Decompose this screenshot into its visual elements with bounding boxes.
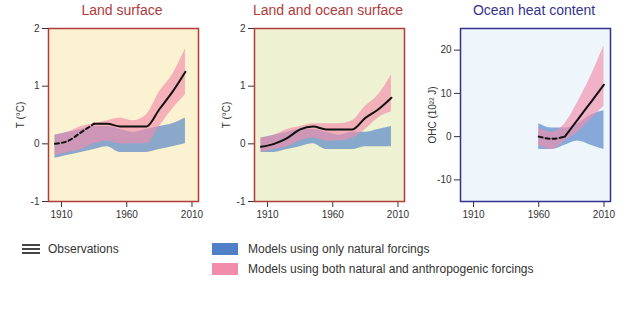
svg-text:10: 10 bbox=[440, 88, 452, 99]
html-text:Ocean heat content: Ocean heat content bbox=[472, 2, 596, 18]
svg-text:1910: 1910 bbox=[462, 209, 485, 220]
svg-text:0: 0 bbox=[34, 138, 40, 149]
svg-text:0: 0 bbox=[240, 138, 246, 149]
html-text:Land and ocean surface: Land and ocean surface bbox=[252, 2, 404, 18]
html-text:Observations: Observations bbox=[48, 242, 119, 256]
svg-text:2010: 2010 bbox=[387, 209, 410, 220]
svg-text:1960: 1960 bbox=[116, 209, 139, 220]
svg-text:1910: 1910 bbox=[256, 209, 279, 220]
html-text:Models using both natural and: Models using both natural and anthropoge… bbox=[248, 262, 534, 276]
svg-text:1: 1 bbox=[34, 80, 40, 91]
svg-text:1910: 1910 bbox=[50, 209, 73, 220]
svg-text:20: 20 bbox=[440, 44, 452, 55]
svg-text:-1: -1 bbox=[31, 196, 40, 207]
svg-text:-10: -10 bbox=[437, 174, 452, 185]
svg-text:2010: 2010 bbox=[181, 209, 204, 220]
svg-text:2: 2 bbox=[34, 23, 40, 34]
svg-text:OHC (10²² J): OHC (10²² J) bbox=[427, 86, 438, 143]
svg-text:1: 1 bbox=[240, 80, 246, 91]
svg-text:T (°C): T (°C) bbox=[15, 102, 26, 129]
svg-text:-1: -1 bbox=[237, 196, 246, 207]
html-text:Models using only natural forc: Models using only natural forcings bbox=[248, 242, 430, 256]
svg-text:T (°C): T (°C) bbox=[221, 102, 232, 129]
html-text:Land surface: Land surface bbox=[81, 2, 163, 18]
svg-text:2: 2 bbox=[240, 23, 246, 34]
svg-text:0: 0 bbox=[446, 131, 452, 142]
svg-text:1960: 1960 bbox=[322, 209, 345, 220]
svg-text:1960: 1960 bbox=[528, 209, 551, 220]
svg-text:2010: 2010 bbox=[593, 209, 616, 220]
